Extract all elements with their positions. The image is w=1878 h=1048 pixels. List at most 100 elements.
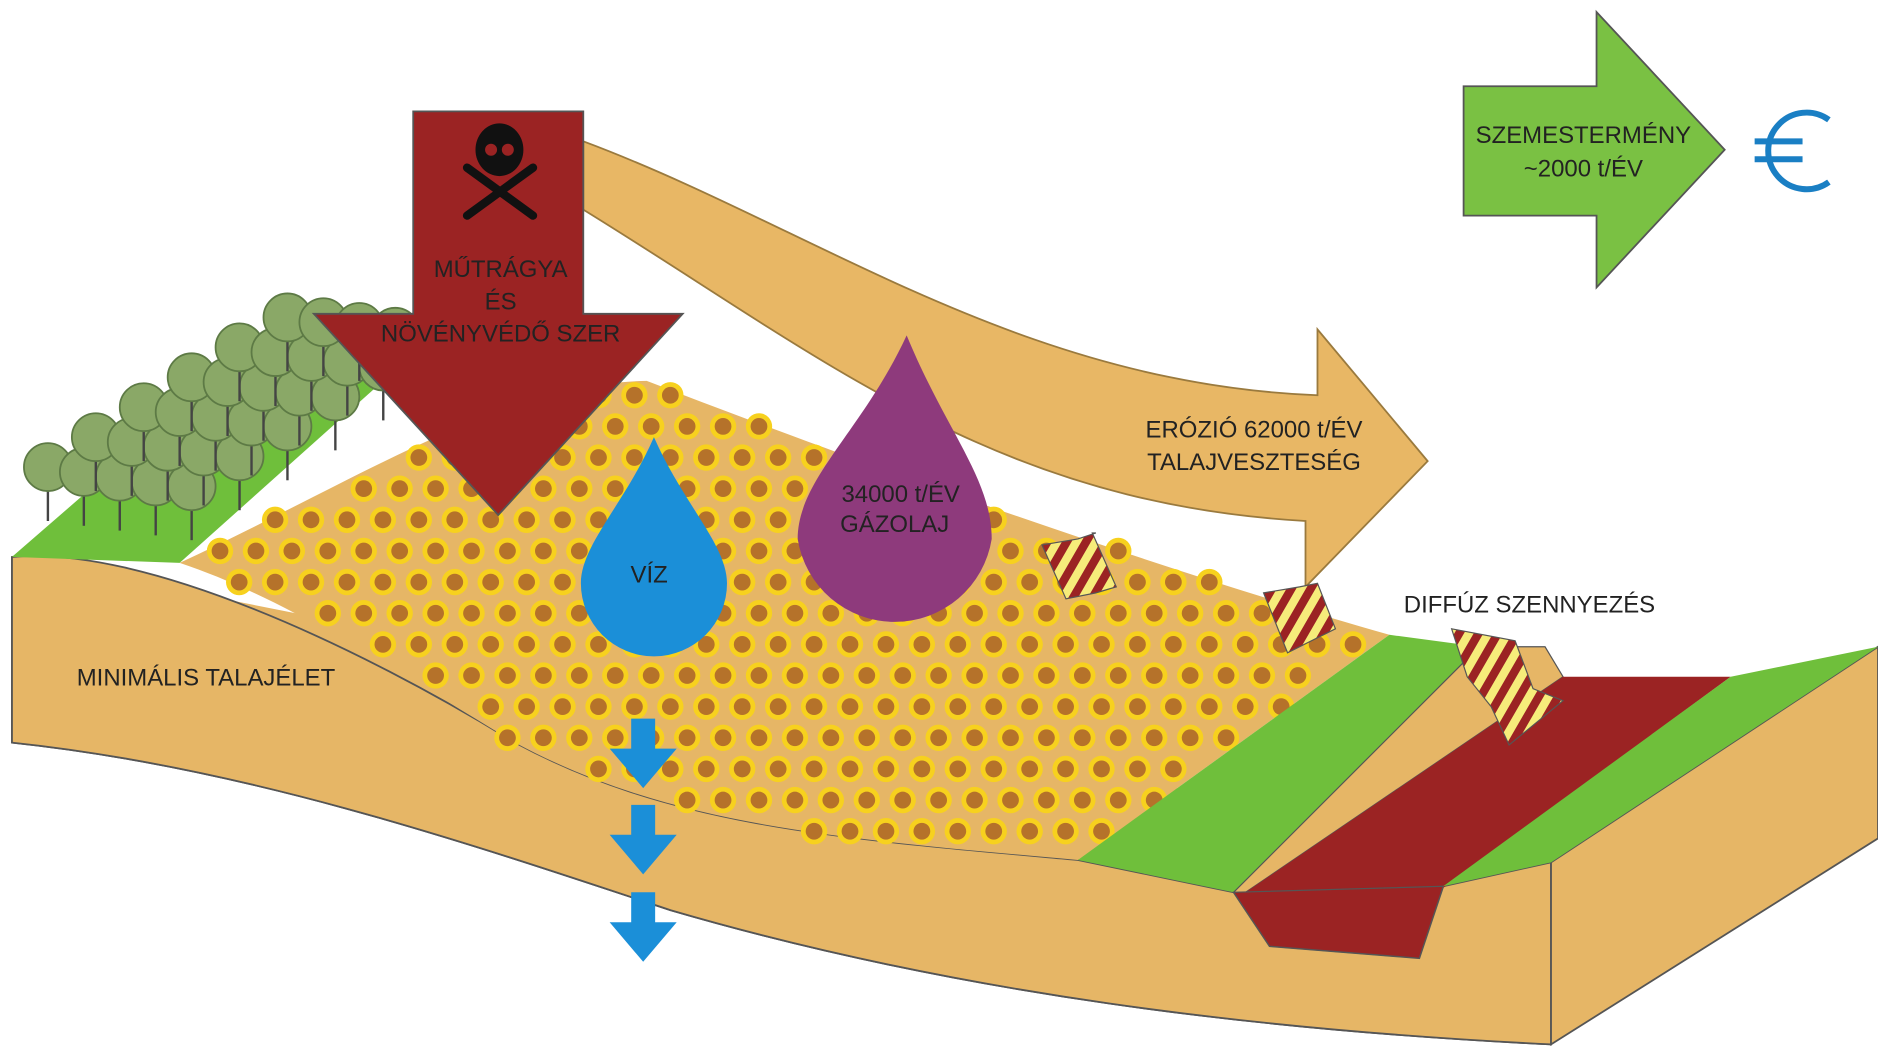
sunflower-center	[410, 511, 428, 529]
sunflower-center	[1109, 791, 1127, 809]
sunflower-center	[499, 667, 516, 684]
label: MŰTRÁGYA	[434, 256, 568, 283]
sunflower-center	[266, 573, 284, 591]
sunflower-center	[877, 760, 895, 778]
sunflower-center	[266, 511, 284, 529]
sunflower-center	[1109, 542, 1127, 560]
sunflower-center	[518, 698, 536, 716]
sunflower-center	[410, 449, 428, 466]
sunflower-center	[570, 667, 588, 684]
sunflower-center	[966, 729, 983, 747]
sunflower-center	[750, 480, 768, 498]
sunflower-center	[1002, 729, 1019, 747]
sunflower-center	[606, 667, 624, 684]
sunflower-center	[230, 573, 248, 591]
sunflower-center	[1145, 729, 1163, 747]
sunflower-center	[1129, 573, 1146, 591]
sunflower-center	[661, 449, 679, 466]
sunflower-center	[1217, 604, 1235, 622]
sunflower-center	[1038, 667, 1055, 684]
sunflower-center	[697, 635, 715, 653]
sunflower-center	[1038, 791, 1055, 809]
sunflower-center	[1038, 729, 1055, 747]
sunflower-center	[733, 760, 751, 778]
sunflower-center	[877, 698, 895, 716]
sunflower-center	[1073, 667, 1091, 684]
sunflower-center	[1109, 604, 1127, 622]
channel-water	[1245, 676, 1731, 893]
sunflower-center	[858, 667, 876, 684]
sunflower-center	[1002, 667, 1019, 684]
sunflower-center	[805, 698, 823, 716]
sunflower-center	[355, 542, 373, 560]
sunflower-center	[949, 822, 967, 840]
seepage-arrow	[609, 718, 677, 789]
sunflower-center	[750, 604, 768, 622]
sunflower-center	[769, 635, 787, 653]
sunflower-center	[786, 480, 804, 498]
sunflower-center	[302, 573, 320, 591]
sunflower-center	[570, 729, 588, 747]
sunflower-center	[626, 449, 643, 466]
sunflower-center	[1057, 822, 1074, 840]
sunflower-center	[1164, 573, 1182, 591]
sunflower-center	[1021, 760, 1039, 778]
sunflower-center	[211, 542, 229, 560]
sunflower-center	[554, 449, 571, 466]
sunflower-center	[1289, 667, 1307, 684]
green-strip	[1443, 646, 1878, 887]
sunflower-center	[678, 418, 696, 435]
sunflower-center	[1073, 729, 1091, 747]
sunflower-center	[482, 635, 500, 653]
sunflower-center	[1093, 635, 1110, 653]
sunflower-center	[338, 511, 356, 529]
sunflower-center	[841, 760, 859, 778]
sunflower-center	[930, 791, 948, 809]
sunflower-center	[1129, 698, 1146, 716]
sunflower-center	[966, 667, 983, 684]
sunflower-center	[805, 760, 823, 778]
sunflower-center	[1200, 635, 1218, 653]
label: ERÓZIÓ 62000 t/ÉV	[1146, 417, 1363, 444]
sunflower-center	[554, 698, 571, 716]
sunflower-center	[786, 542, 804, 560]
fuel-drop	[797, 335, 992, 622]
sunflower-center	[930, 667, 948, 684]
label: TALAJVESZTESÉG	[1147, 449, 1361, 476]
sunflower-center	[822, 604, 840, 622]
sunflower-center	[499, 604, 516, 622]
sunflower-center	[1109, 729, 1127, 747]
sunflower-center	[1093, 822, 1110, 840]
sunflower-center	[570, 542, 588, 560]
sunflower-center	[1217, 729, 1235, 747]
sunflower-center	[877, 822, 895, 840]
sunflower-center	[714, 418, 732, 435]
sunflower-center	[374, 635, 392, 653]
sunflower-center	[1109, 667, 1127, 684]
sunflower-center	[482, 511, 500, 529]
sunflower-center	[1093, 760, 1110, 778]
sunflower-center	[499, 729, 516, 747]
sunflower-center	[626, 386, 643, 404]
sunflower-center	[858, 729, 876, 747]
sunflower-center	[590, 760, 607, 778]
label: NÖVÉNYVÉDŐ SZER	[381, 321, 620, 348]
sunflower-center	[1021, 635, 1039, 653]
sunflower-center	[714, 667, 732, 684]
sunflower-center	[822, 729, 840, 747]
sunflower-center	[714, 729, 732, 747]
sunflower-center	[463, 542, 480, 560]
sunflower-center	[661, 698, 679, 716]
sunflower-center	[463, 604, 480, 622]
sunflower-center	[822, 791, 840, 809]
sunflower-center	[913, 698, 931, 716]
sunflower-center	[1021, 822, 1039, 840]
sunflower-center	[1236, 635, 1254, 653]
sunflower-center	[446, 573, 464, 591]
euro-icon	[1754, 109, 1831, 193]
sunflower-center	[463, 667, 480, 684]
sunflower-center	[786, 604, 804, 622]
label: ÉS	[485, 288, 517, 315]
sunflower-center	[1002, 542, 1019, 560]
